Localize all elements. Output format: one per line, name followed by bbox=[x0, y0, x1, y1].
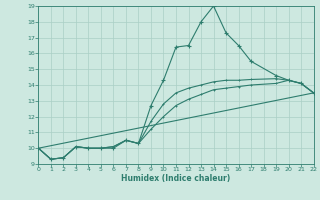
X-axis label: Humidex (Indice chaleur): Humidex (Indice chaleur) bbox=[121, 174, 231, 183]
